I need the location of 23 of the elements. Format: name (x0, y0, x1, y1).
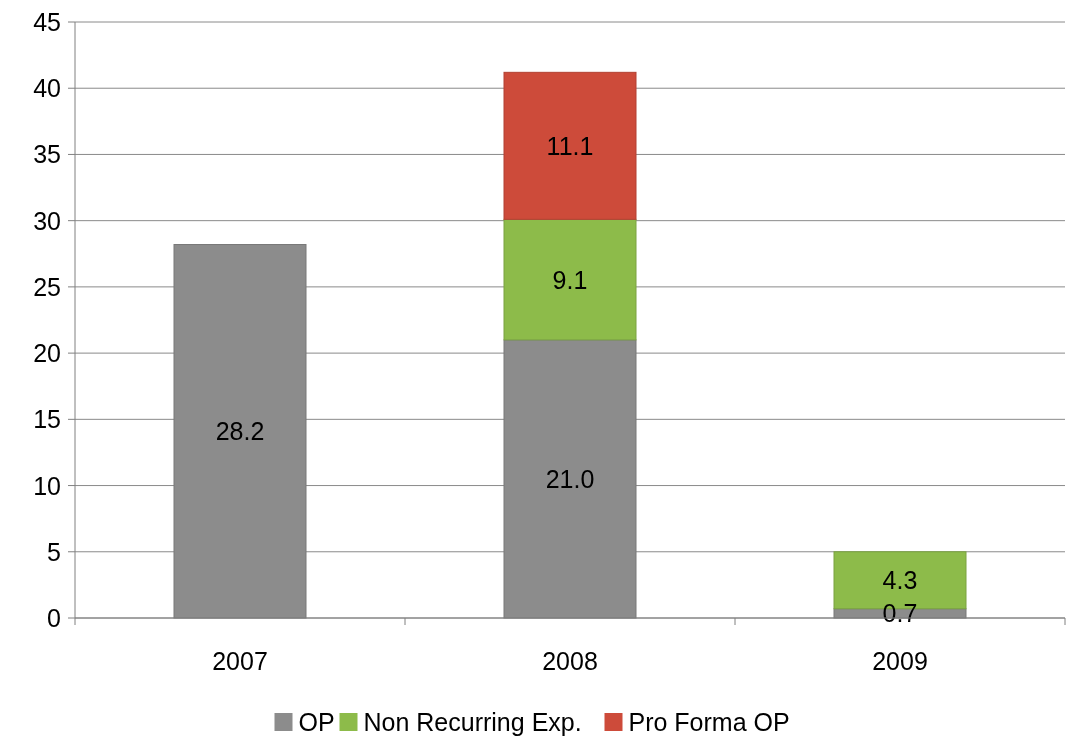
y-tick-label: 30 (33, 206, 61, 235)
y-tick-label: 45 (33, 8, 61, 36)
data-label: 4.3 (882, 566, 918, 595)
data-label: 9.1 (552, 265, 588, 294)
bar (503, 71, 637, 220)
y-tick-label: 35 (33, 140, 61, 169)
data-label: 11.1 (546, 131, 594, 160)
data-label: 28.2 (215, 417, 265, 446)
y-tick-label: 10 (33, 471, 61, 500)
data-label: 21.0 (545, 464, 595, 493)
x-tick-label: 2009 (872, 647, 928, 675)
legend-label: Pro Forma OP (628, 708, 790, 736)
y-tick-label: 40 (33, 74, 61, 103)
legend-label: OP (298, 708, 335, 736)
legend-label: Non Recurring Exp. (363, 708, 582, 736)
y-tick-label: 15 (33, 405, 61, 434)
x-tick-label: 2007 (212, 647, 268, 675)
x-tick-label: 2008 (542, 647, 598, 675)
bar (503, 218, 637, 341)
y-tick-label: 5 (47, 537, 61, 566)
y-tick-label: 0 (47, 604, 61, 632)
y-tick-label: 25 (33, 272, 61, 301)
y-tick-label: 20 (33, 339, 61, 368)
